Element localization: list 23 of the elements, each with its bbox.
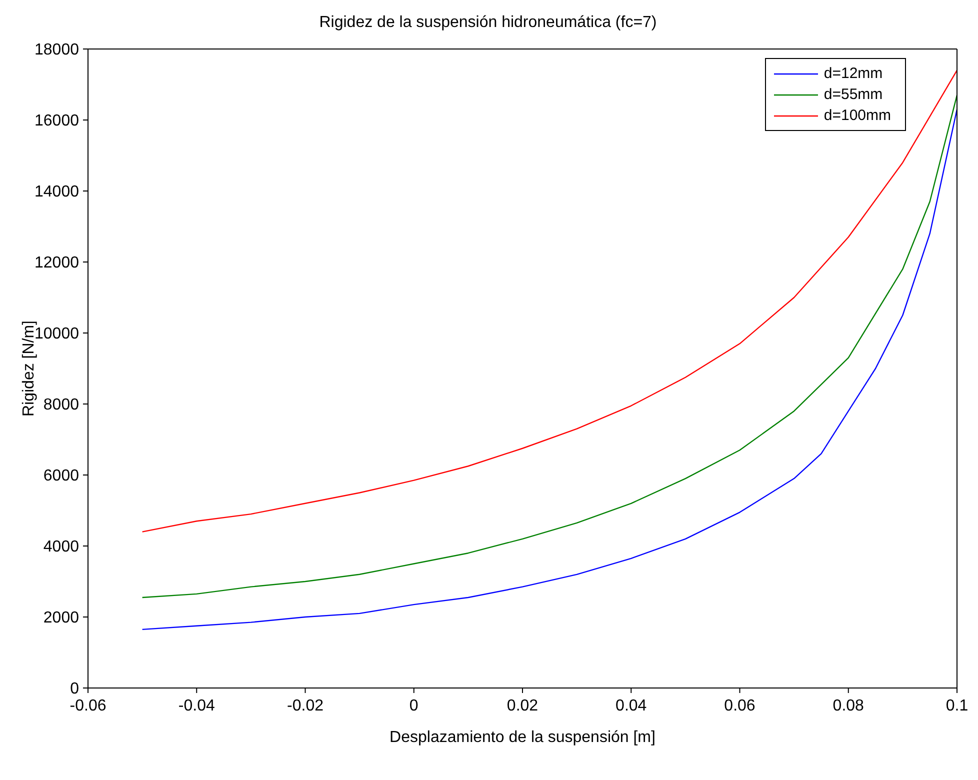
- x-tick-label: 0.04: [616, 697, 647, 714]
- y-tick-label: 14000: [34, 184, 80, 201]
- x-tick-label: 0.1: [946, 697, 968, 714]
- x-axis-title: Desplazamiento de la suspensión [m]: [390, 729, 656, 746]
- y-tick-label: 0: [70, 680, 80, 698]
- x-tick-label: -0.02: [287, 697, 324, 714]
- legend-label: d=12mm: [824, 65, 883, 82]
- x-tick-label: -0.04: [178, 697, 215, 714]
- x-tick-label: 0: [409, 697, 418, 714]
- y-tick-label: 4000: [43, 538, 80, 556]
- y-tick-label: 18000: [34, 42, 80, 59]
- chart-title: Rigidez de la suspensión hidroneumática (fc=7): [318, 14, 658, 32]
- x-tick-label: -0.06: [70, 697, 106, 714]
- x-tick-label: 0.02: [506, 697, 538, 714]
- y-tick-label: 6000: [43, 468, 80, 485]
- legend-label: d=100mm: [824, 107, 891, 124]
- x-tick-label: 0.06: [724, 697, 756, 714]
- y-tick-label: 2000: [43, 610, 80, 627]
- y-tick-label: 8000: [43, 396, 80, 414]
- x-tick-label: 0.08: [832, 697, 864, 714]
- y-tick-label: 12000: [34, 254, 80, 272]
- y-tick-label: 16000: [34, 112, 80, 130]
- legend-label: d=55mm: [824, 86, 883, 103]
